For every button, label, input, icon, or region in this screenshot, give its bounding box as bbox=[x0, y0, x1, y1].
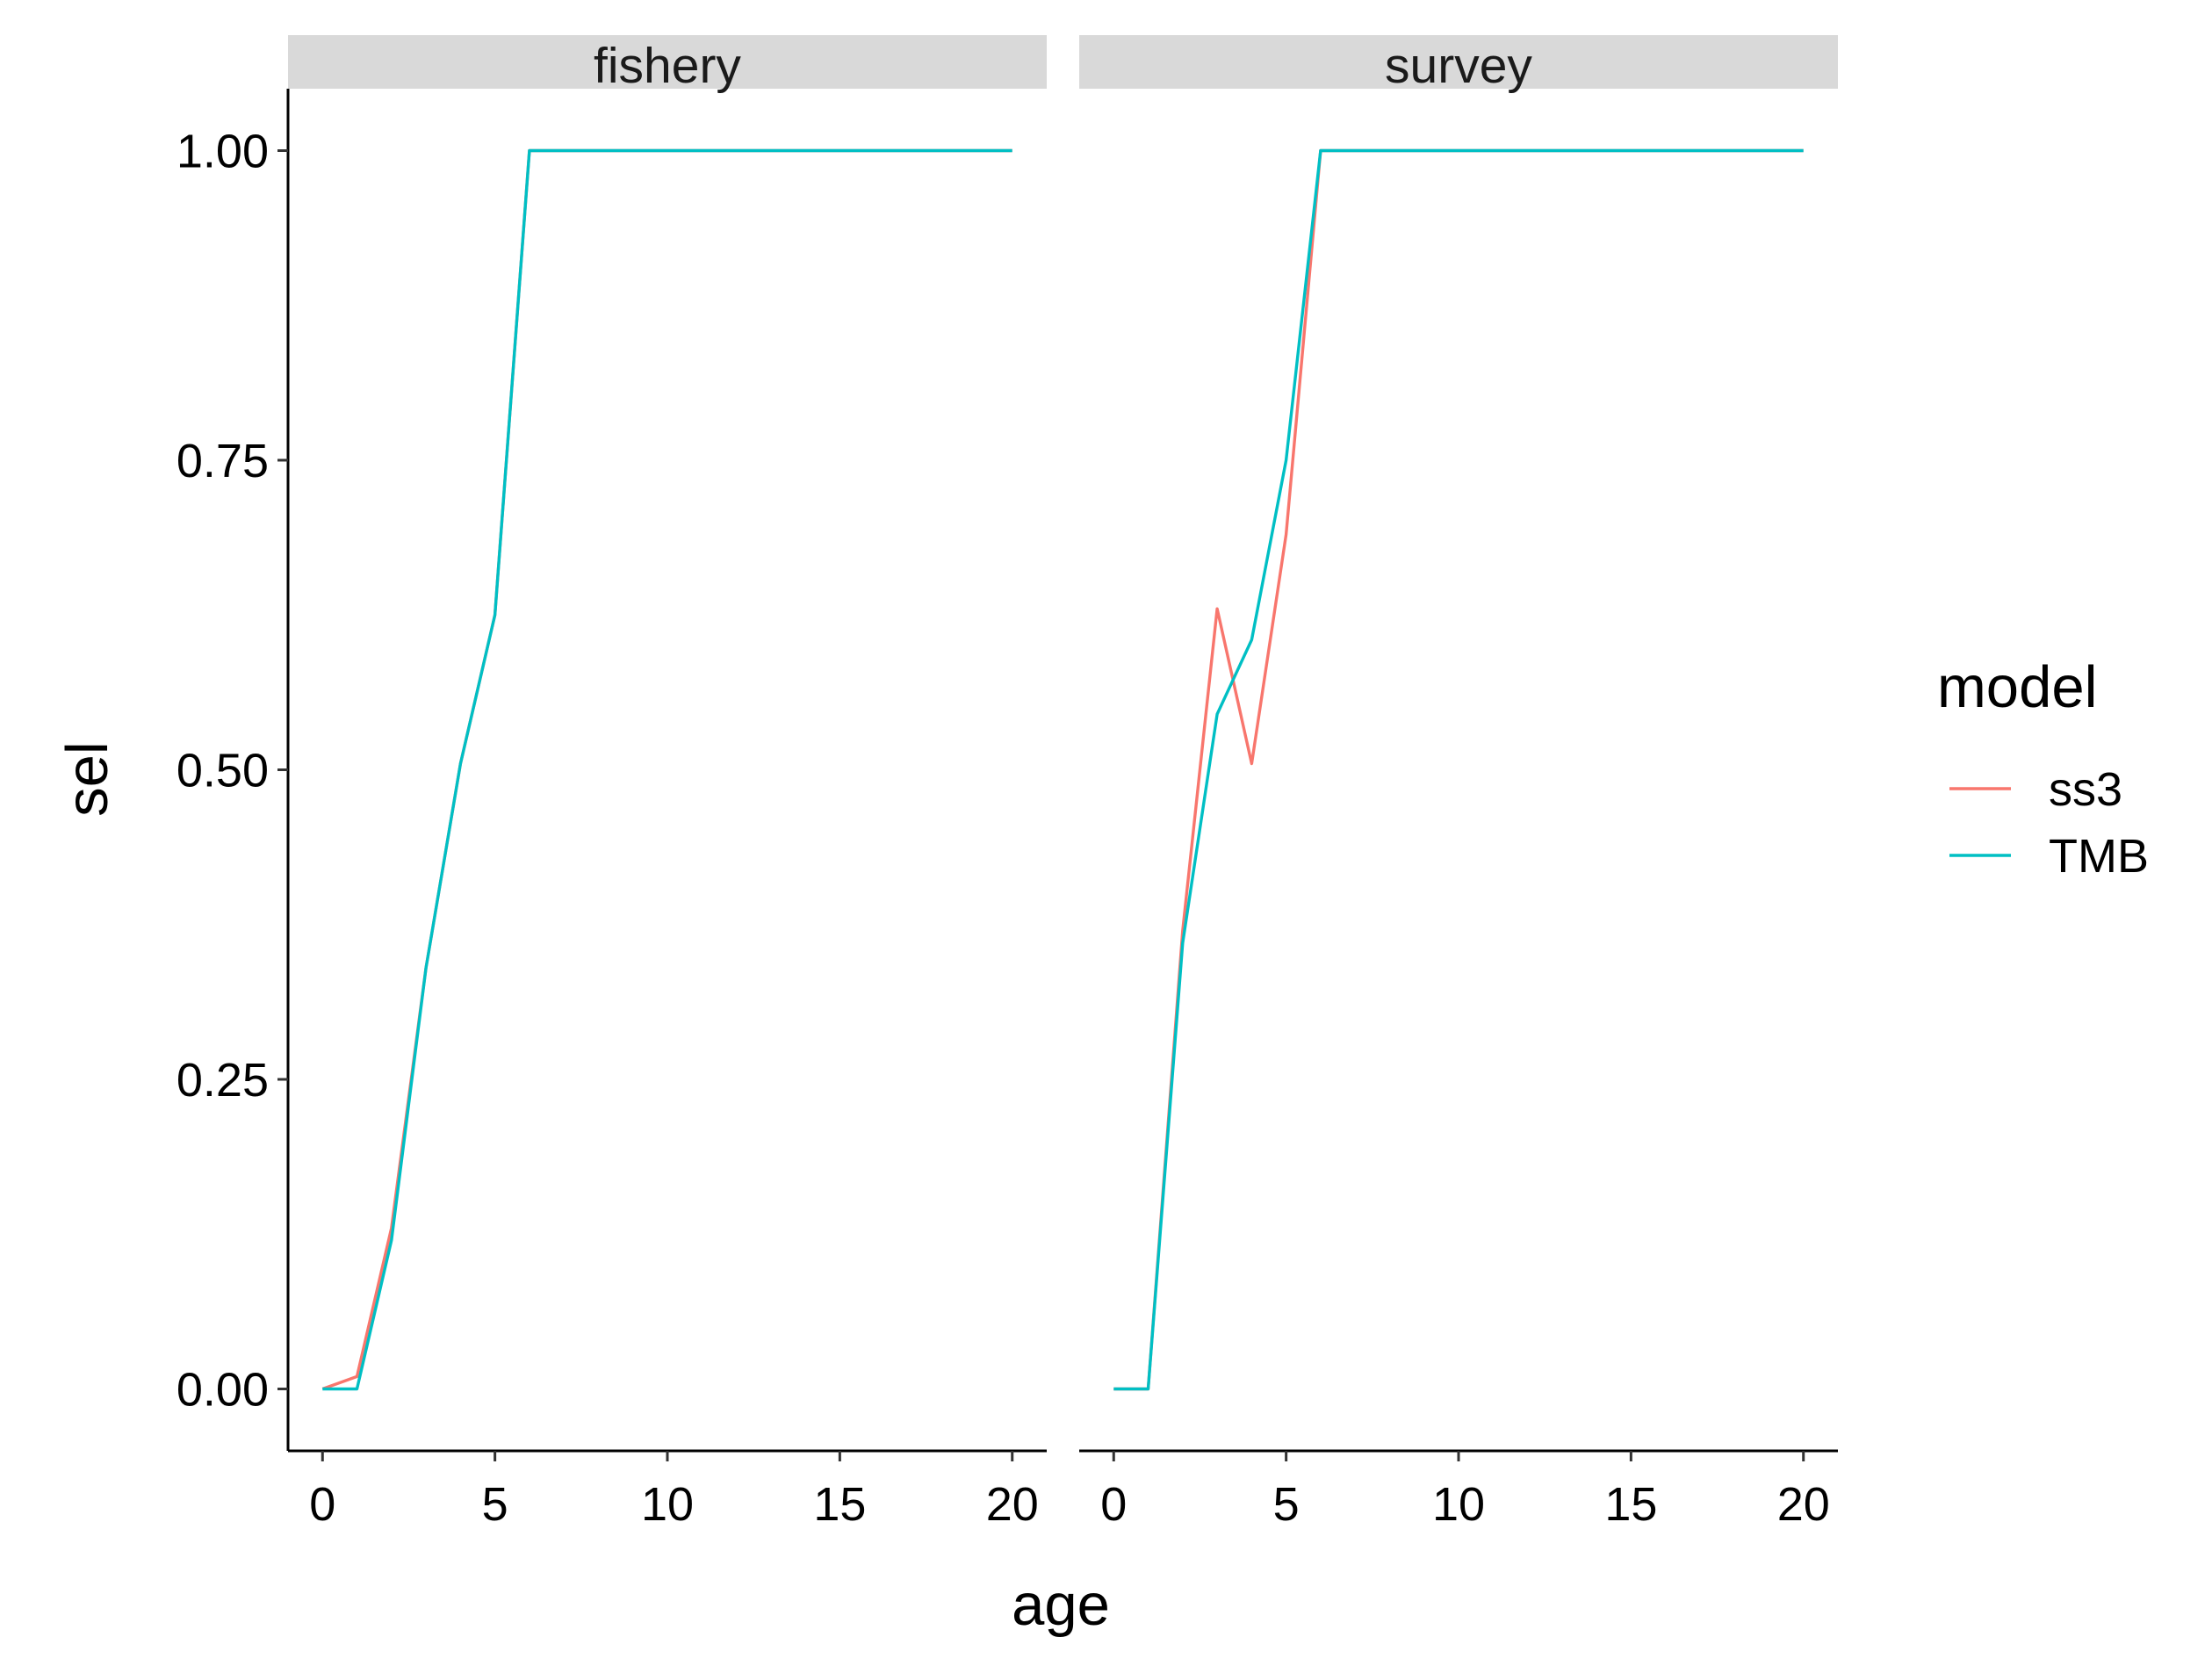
legend-entry-ss3: ss3 bbox=[1949, 763, 2122, 816]
x-tick-label: 20 bbox=[986, 1478, 1039, 1531]
series-line-tmb bbox=[1113, 148, 1804, 1391]
panel-survey: survey 0 5 10 15 20 bbox=[1079, 35, 1838, 1531]
series-line-ss3 bbox=[321, 148, 1012, 1391]
y-tick-label: 1.00 bbox=[177, 126, 269, 178]
legend-title: model bbox=[1937, 654, 2097, 720]
strip-background bbox=[288, 35, 1047, 89]
strip-background bbox=[1079, 35, 1838, 89]
x-tick-label: 5 bbox=[1273, 1478, 1300, 1531]
strip-label: fishery bbox=[594, 38, 741, 94]
y-axis-title: sel bbox=[54, 741, 120, 817]
x-tick-label: 0 bbox=[309, 1478, 335, 1531]
panel-fishery: fishery 0.00 0.25 0.50 0.75 1.00 0 5 10 15 20 bbox=[177, 35, 1047, 1531]
y-tick-label: 0.50 bbox=[177, 745, 269, 797]
legend-label: TMB bbox=[2049, 830, 2149, 883]
x-tick-label: 20 bbox=[1777, 1478, 1830, 1531]
x-tick-label: 10 bbox=[1432, 1478, 1485, 1531]
x-tick-label: 15 bbox=[813, 1478, 866, 1531]
x-tick-label: 10 bbox=[641, 1478, 694, 1531]
x-tick-label: 15 bbox=[1604, 1478, 1657, 1531]
legend-entries: ss3 TMB bbox=[1949, 763, 2149, 883]
series-line-tmb bbox=[322, 148, 1012, 1391]
y-tick-label: 0.00 bbox=[177, 1364, 269, 1417]
y-tick-label: 0.75 bbox=[177, 435, 269, 487]
x-axis-title: age bbox=[1012, 1572, 1110, 1638]
x-tick-label: 0 bbox=[1100, 1478, 1127, 1531]
legend-entry-tmb: TMB bbox=[1949, 830, 2149, 883]
y-tick-label: 0.25 bbox=[177, 1054, 269, 1107]
strip-label: survey bbox=[1385, 38, 1532, 94]
legend-label: ss3 bbox=[2049, 763, 2122, 816]
legend: model ss3 TMB bbox=[1937, 654, 2149, 883]
series-line-ss3 bbox=[1113, 148, 1804, 1391]
x-tick-label: 5 bbox=[482, 1478, 508, 1531]
